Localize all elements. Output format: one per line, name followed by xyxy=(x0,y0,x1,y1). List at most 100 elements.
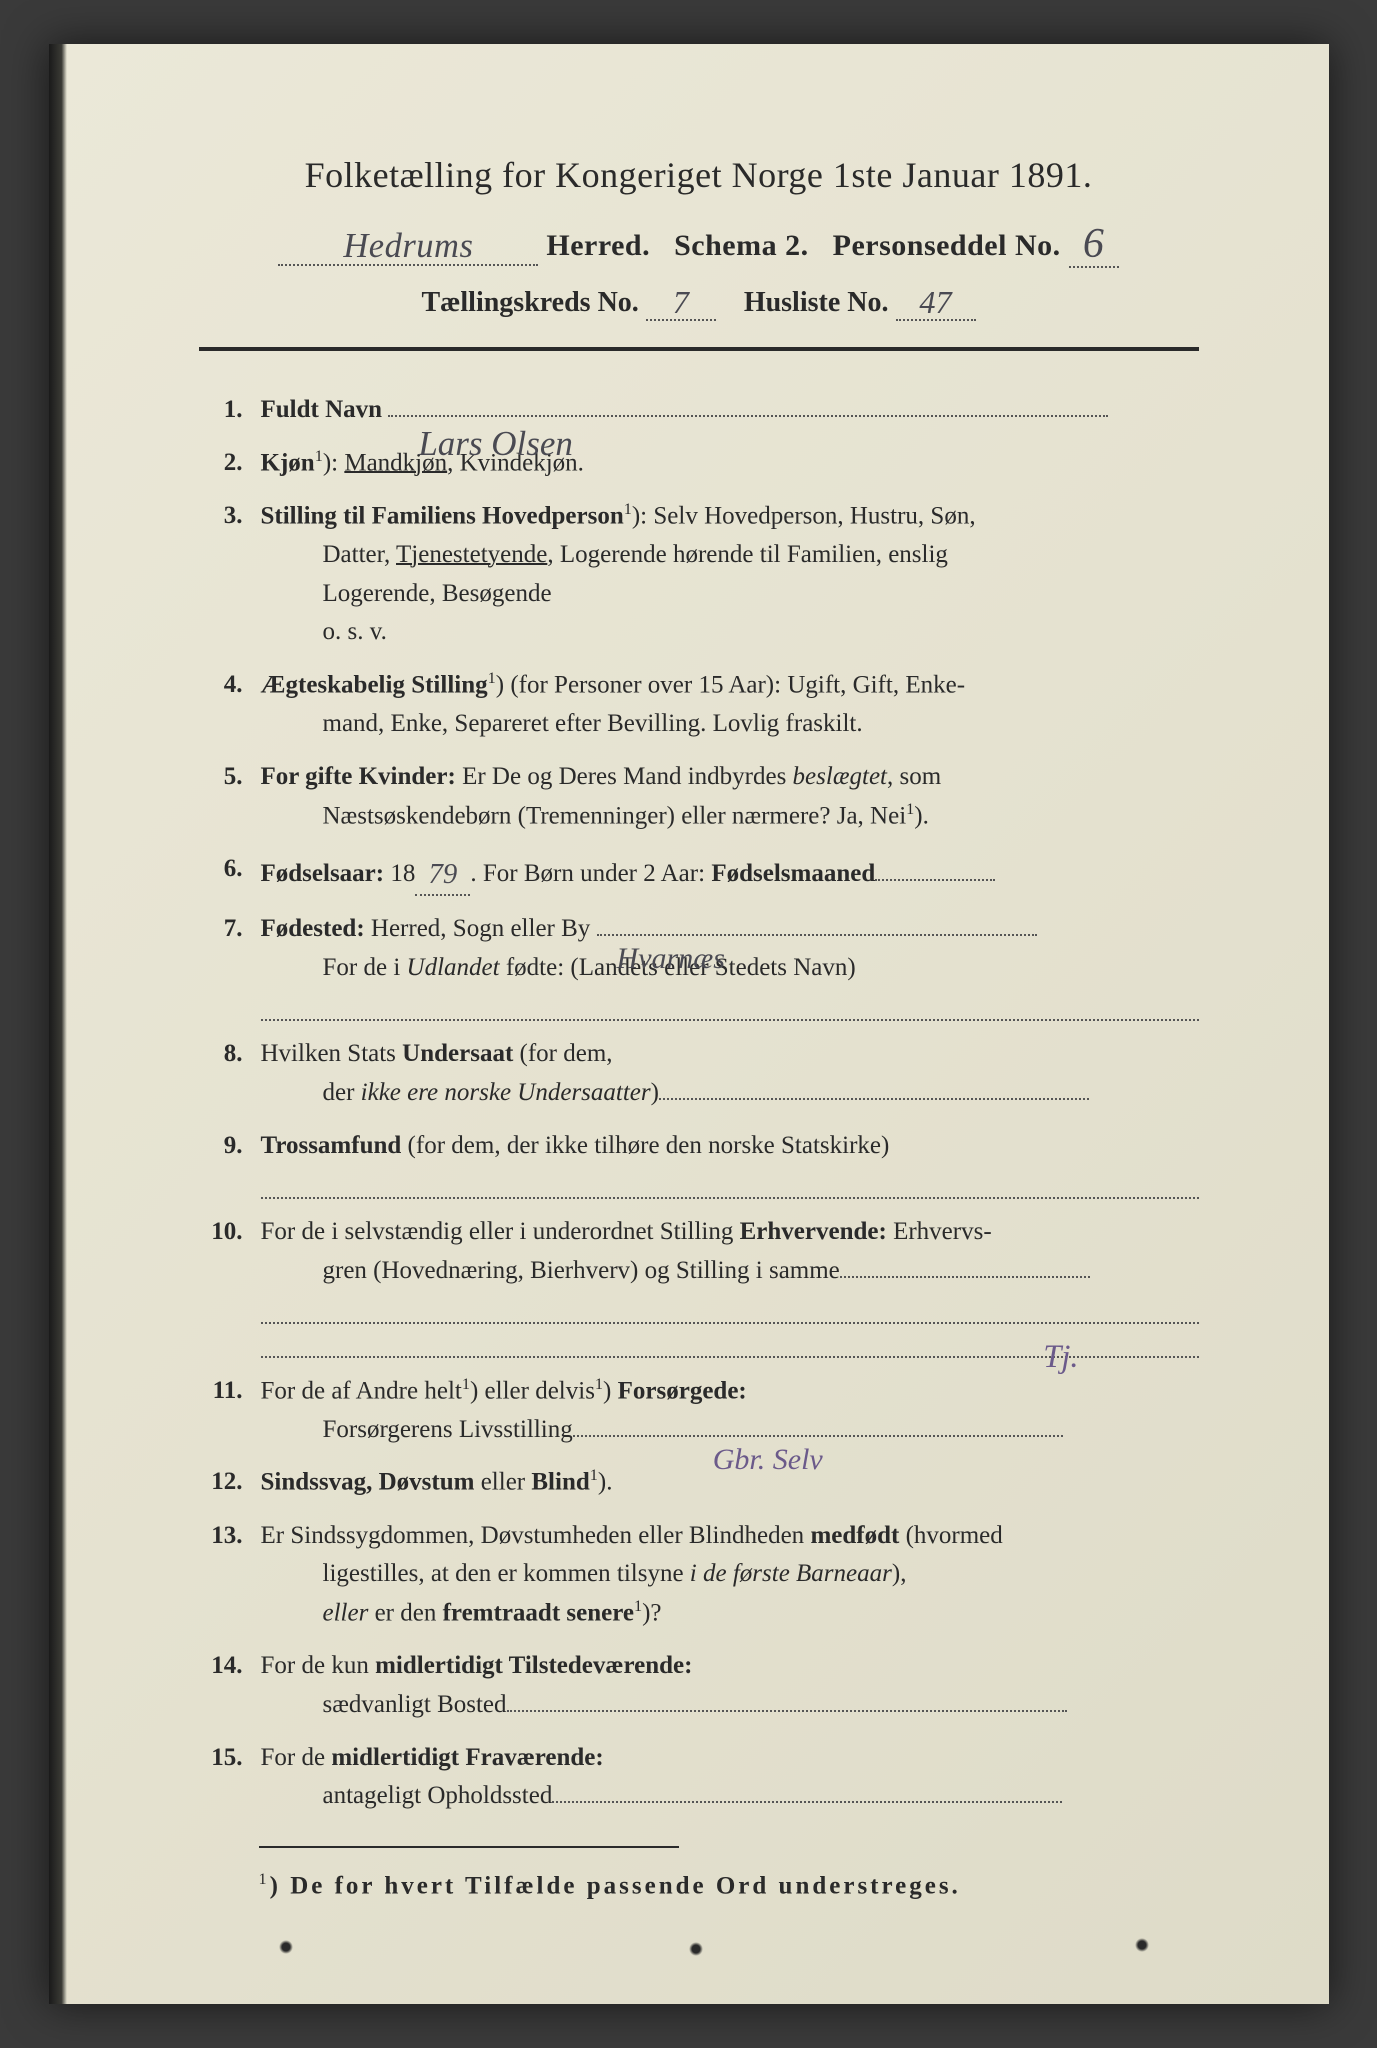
personseddel-value: 6 xyxy=(1083,221,1105,267)
text: ). xyxy=(598,1469,613,1496)
sup: 1 xyxy=(590,1466,598,1484)
item-num: 2. xyxy=(199,444,261,483)
text: Næstsøskendebørn (Tremenninger) eller næ… xyxy=(323,802,907,829)
item-num: 1. xyxy=(199,391,261,430)
text: (for dem, xyxy=(513,1040,612,1067)
item-body: For de kun midlertidigt Tilstedeværende:… xyxy=(261,1647,1199,1725)
text: 18 xyxy=(384,860,415,887)
year-value: 79 xyxy=(428,858,457,890)
item-num: 15. xyxy=(199,1739,261,1817)
line: For de i Udlandet fødte: (Landets eller … xyxy=(261,949,1199,988)
item-num: 11. xyxy=(199,1372,261,1450)
item-8: 8. Hvilken Stats Undersaat (for dem, der… xyxy=(199,1035,1199,1113)
item-num: 10. xyxy=(199,1213,261,1358)
text: )? xyxy=(642,1599,661,1626)
item-body: For gifte Kvinder: Er De og Deres Mand i… xyxy=(261,758,1199,836)
field-label: Kjøn xyxy=(261,449,315,476)
item-body: For de midlertidigt Fraværende: antageli… xyxy=(261,1739,1199,1817)
text: For de i selvstændig eller i underordnet… xyxy=(261,1218,740,1245)
text: ) eller delvis xyxy=(470,1377,595,1404)
item-3: 3. Stilling til Familiens Hovedperson1):… xyxy=(199,497,1199,652)
schema-label: Schema 2. xyxy=(674,229,809,262)
line: sædvanligt Bosted xyxy=(261,1686,1199,1725)
text: er den xyxy=(368,1599,442,1626)
text: gren (Hovednæring, Bierhverv) og Stillin… xyxy=(323,1257,840,1284)
line: Næstsøskendebørn (Tremenninger) eller næ… xyxy=(261,797,1199,836)
text: ) (for Personer over 15 Aar): Ugift, Gif… xyxy=(496,671,965,698)
item-num: 13. xyxy=(199,1517,261,1634)
blank-line xyxy=(261,1297,1199,1325)
item-num: 3. xyxy=(199,497,261,652)
field-label: For gifte Kvinder: xyxy=(261,763,456,790)
item-15: 15. For de midlertidigt Fraværende: anta… xyxy=(199,1739,1199,1817)
field-label: Fødselsaar: xyxy=(261,860,385,887)
item-1: 1. Fuldt Navn Lars Olsen xyxy=(199,391,1199,430)
field-label: Ægteskabelig Stilling xyxy=(261,671,488,698)
italic-text: Udlandet xyxy=(407,954,500,981)
blank-line xyxy=(261,1172,1199,1200)
line: antageligt Opholdssted xyxy=(261,1777,1199,1816)
subtitle-1: Hedrums Herred. Schema 2. Personseddel N… xyxy=(199,218,1199,268)
kreds-label: Tællingskreds No. xyxy=(421,287,638,318)
sup: 1 xyxy=(462,1375,470,1393)
item-body: Fuldt Navn Lars Olsen xyxy=(261,391,1199,430)
footnote-text: ) De for hvert Tilfælde passende Ord und… xyxy=(270,1872,961,1899)
text: (for dem, der ikke tilhøre den norske St… xyxy=(401,1132,889,1159)
text: . For Børn under 2 Aar: xyxy=(470,860,711,887)
text: ) xyxy=(603,1377,618,1404)
item-9: 9. Trossamfund (for dem, der ikke tilhør… xyxy=(199,1127,1199,1199)
line: o. s. v. xyxy=(261,613,1199,652)
line: Logerende, Besøgende xyxy=(261,575,1199,614)
italic-text: beslægtet xyxy=(793,763,887,790)
field-label: Erhvervende: xyxy=(740,1218,887,1245)
field-label: Blind xyxy=(531,1469,589,1496)
name-value: Lars Olsen xyxy=(418,417,573,419)
ink-spot xyxy=(1135,1938,1149,1952)
blank-line xyxy=(261,994,1199,1022)
footnote: 1) De for hvert Tilfælde passende Ord un… xyxy=(199,1870,1199,1900)
item-body: Trossamfund (for dem, der ikke tilhøre d… xyxy=(261,1127,1199,1199)
text: sædvanligt Bosted xyxy=(323,1691,507,1718)
field-label: Undersaat xyxy=(402,1040,513,1067)
underlined-option: Tjenestetyende xyxy=(396,541,547,568)
item-body: Stilling til Familiens Hovedperson1): Se… xyxy=(261,497,1199,652)
field-label: Stilling til Familiens Hovedperson xyxy=(261,502,624,529)
field-label: Trossamfund xyxy=(261,1132,402,1159)
subtitle-2: Tællingskreds No. 7 Husliste No. 47 xyxy=(199,282,1199,321)
text: For de af Andre helt xyxy=(261,1377,462,1404)
text: ). xyxy=(914,802,929,829)
item-body: Kjøn1): Mandkjøn, Kvindekjøn. xyxy=(261,444,1199,483)
herred-label: Herred. xyxy=(546,229,650,262)
italic-text: ikke ere norske Undersaatter xyxy=(361,1079,651,1106)
text: Er De og Deres Mand indbyrdes xyxy=(456,763,793,790)
text: For de xyxy=(261,1744,332,1771)
husliste-value: 47 xyxy=(919,284,951,320)
text: ), xyxy=(892,1560,907,1587)
sup: 1 xyxy=(634,1597,642,1615)
form-header: Folketælling for Kongeriget Norge 1ste J… xyxy=(199,154,1199,351)
text: , Logerende hørende til Familien, enslig xyxy=(547,541,948,568)
sup: 1 xyxy=(595,1375,603,1393)
title: Folketælling for Kongeriget Norge 1ste J… xyxy=(199,154,1199,196)
text: (hvormed xyxy=(899,1522,1002,1549)
ink-spot xyxy=(279,1940,293,1954)
text: Erhvervs- xyxy=(887,1218,992,1245)
text: antageligt Opholdssted xyxy=(323,1782,553,1809)
sup: 1 xyxy=(488,669,496,687)
ink-spot xyxy=(689,1942,703,1956)
field-label: fremtraadt senere xyxy=(443,1599,634,1626)
field-label: Fødested: xyxy=(261,915,365,942)
census-form-page: Folketælling for Kongeriget Norge 1ste J… xyxy=(49,44,1329,2004)
field-label: midlertidigt Tilstedeværende: xyxy=(375,1652,692,1679)
item-14: 14. For de kun midlertidigt Tilstedevære… xyxy=(199,1647,1199,1725)
field-label: Forsørgede: xyxy=(618,1377,747,1404)
text: ) xyxy=(651,1079,659,1106)
item-num: 7. xyxy=(199,910,261,1021)
field-label: Fuldt Navn xyxy=(261,396,383,423)
item-6: 6. Fødselsaar: 1879. For Børn under 2 Aa… xyxy=(199,850,1199,897)
line: mand, Enke, Separeret efter Bevilling. L… xyxy=(261,705,1199,744)
text: der xyxy=(323,1079,361,1106)
sup: 1 xyxy=(315,447,323,465)
line: Datter, Tjenestetyende, Logerende hørend… xyxy=(261,536,1199,575)
text: , som xyxy=(887,763,941,790)
